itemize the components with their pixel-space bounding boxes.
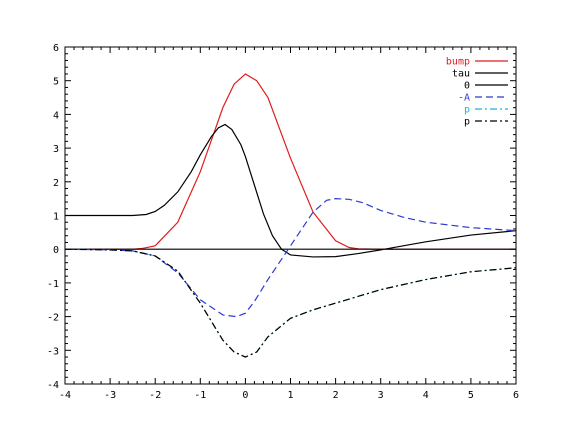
series-line-0 xyxy=(65,73,516,250)
x-tick-label: 5 xyxy=(468,390,474,401)
x-tick-label: 0 xyxy=(242,390,248,401)
x-tick-label: 6 xyxy=(513,390,519,401)
legend-label-0: bump xyxy=(446,57,470,68)
y-tick-label: 2 xyxy=(53,178,59,189)
y-tick-label: -1 xyxy=(47,279,59,290)
series-line-4 xyxy=(65,248,516,358)
ticks-layer: -4 -3 -2 -1 0 1 2 3 4 5 6 -4 -3 -2 -1 0 1 2 3 4 5 6 xyxy=(47,43,519,401)
x-tick-label: 1 xyxy=(287,390,293,401)
x-tick-label: -4 xyxy=(59,390,71,401)
legend-label-1: tau xyxy=(452,69,470,80)
y-tick-label: 0 xyxy=(53,245,59,256)
y-tick-label: -3 xyxy=(47,346,59,357)
series-layer xyxy=(65,73,516,358)
legend-label-3: -A xyxy=(458,93,470,104)
y-tick-label: -2 xyxy=(47,313,59,324)
series-line-5 xyxy=(65,248,516,358)
y-tick-label: 4 xyxy=(53,110,59,121)
series-line-1 xyxy=(65,123,516,258)
x-tick-label: 2 xyxy=(333,390,339,401)
y-tick-label: 6 xyxy=(53,43,59,54)
x-tick-label: 4 xyxy=(423,390,429,401)
y-tick-label: 5 xyxy=(53,77,59,88)
x-tick-label: 3 xyxy=(378,390,384,401)
y-tick-label: 1 xyxy=(53,212,59,223)
series-line-3 xyxy=(65,198,516,318)
x-tick-label: -2 xyxy=(149,390,161,401)
x-tick-label: -1 xyxy=(194,390,206,401)
legend-label-4: p xyxy=(464,105,470,116)
x-tick-label: -3 xyxy=(104,390,116,401)
legend-label-5: p xyxy=(464,117,470,128)
y-tick-label: -4 xyxy=(47,380,59,391)
legend-label-2: 0 xyxy=(464,81,470,92)
y-tick-label: 3 xyxy=(53,144,59,155)
